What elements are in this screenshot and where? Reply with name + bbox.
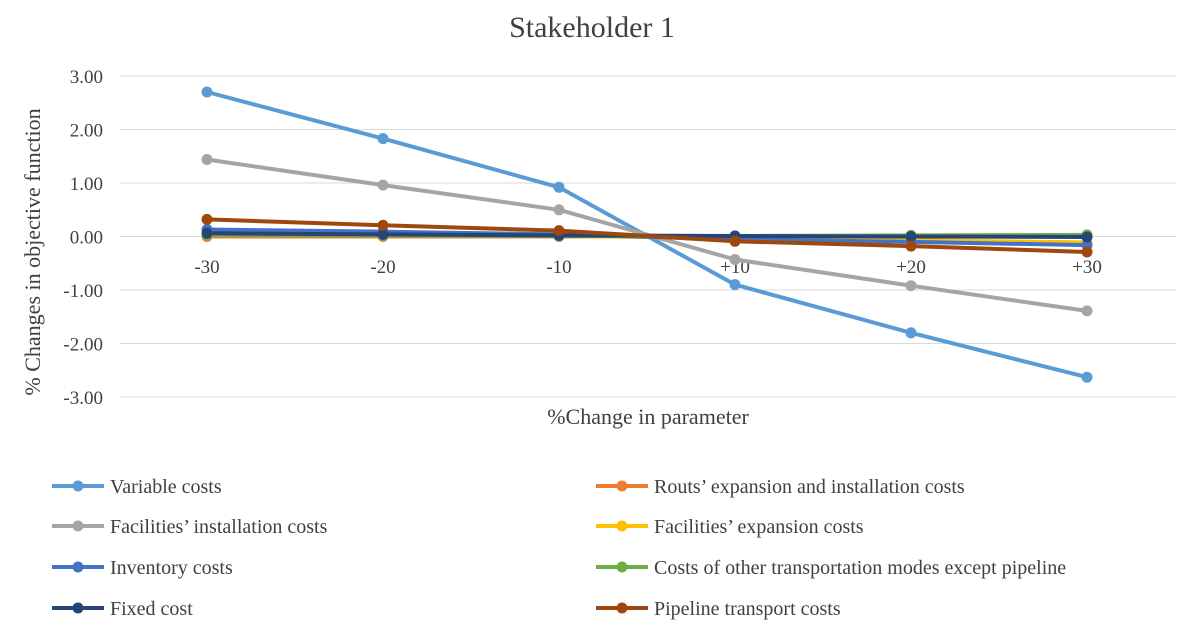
data-point bbox=[377, 179, 389, 191]
legend-label: Costs of other transportation modes exce… bbox=[654, 557, 1066, 579]
y-tick-label: 2.00 bbox=[70, 121, 103, 142]
legend-label: Fixed cost bbox=[110, 598, 193, 620]
x-tick-label: -30 bbox=[194, 257, 219, 278]
data-point bbox=[201, 213, 213, 225]
y-tick-label: 0.00 bbox=[70, 228, 103, 249]
data-point bbox=[553, 181, 565, 193]
data-point bbox=[201, 154, 213, 165]
legend-swatch-marker bbox=[72, 561, 84, 573]
legend-swatch-marker bbox=[616, 561, 628, 573]
data-point bbox=[729, 235, 741, 247]
legend-label: Facilities’ expansion costs bbox=[654, 516, 864, 538]
data-point bbox=[729, 279, 741, 291]
legend-label: Variable costs bbox=[110, 476, 222, 498]
data-point bbox=[201, 86, 213, 98]
data-point bbox=[553, 225, 565, 237]
legend-swatch-marker bbox=[72, 520, 84, 532]
legend-entry: Costs of other transportation modes exce… bbox=[596, 557, 1066, 579]
legend-entry: Facilities’ installation costs bbox=[52, 516, 328, 538]
legend-swatch-marker bbox=[616, 480, 628, 492]
x-tick-label: -20 bbox=[370, 257, 395, 278]
x-axis-label: %Change in parameter bbox=[547, 404, 749, 429]
x-tick-label: -10 bbox=[546, 257, 571, 278]
x-tick-label: +30 bbox=[1072, 257, 1102, 278]
y-tick-label: -1.00 bbox=[63, 281, 103, 302]
legend-label: Pipeline transport costs bbox=[654, 598, 841, 620]
series-7 bbox=[201, 213, 1093, 258]
legend-label: Facilities’ installation costs bbox=[110, 516, 328, 538]
legend-entry: Fixed cost bbox=[52, 598, 193, 620]
x-tick-label: +20 bbox=[896, 257, 926, 278]
legend-entry: Variable costs bbox=[52, 476, 222, 498]
series-line bbox=[206, 217, 1088, 254]
data-point bbox=[553, 204, 565, 216]
data-point bbox=[1081, 305, 1093, 317]
data-point bbox=[905, 231, 917, 242]
data-point bbox=[905, 240, 917, 252]
y-axis-label: % Changes in objective function bbox=[20, 108, 45, 395]
y-tick-label: 3.00 bbox=[70, 67, 103, 88]
legend-entry: Facilities’ expansion costs bbox=[596, 516, 864, 538]
legend-label: Routs’ expansion and installation costs bbox=[654, 476, 965, 498]
data-point bbox=[1081, 246, 1093, 258]
y-tick-label: -3.00 bbox=[63, 388, 103, 409]
data-point bbox=[377, 219, 389, 231]
legend-swatch-marker bbox=[616, 602, 628, 614]
data-point bbox=[377, 133, 389, 145]
data-point bbox=[1081, 231, 1093, 243]
data-point bbox=[377, 228, 389, 240]
y-tick-label: -2.00 bbox=[63, 335, 103, 356]
legend-swatch-marker bbox=[616, 520, 628, 532]
legend-entry: Routs’ expansion and installation costs bbox=[596, 476, 965, 498]
data-point bbox=[905, 280, 917, 292]
data-point bbox=[905, 327, 917, 339]
legend-swatch-marker bbox=[72, 602, 84, 614]
legend-entry: Pipeline transport costs bbox=[596, 598, 841, 620]
y-tick-label: 1.00 bbox=[70, 174, 103, 195]
legend-label: Inventory costs bbox=[110, 557, 233, 579]
legend-swatch-marker bbox=[72, 480, 84, 492]
legend-entry: Inventory costs bbox=[52, 557, 233, 579]
chart-title: Stakeholder 1 bbox=[509, 11, 675, 44]
data-point bbox=[1081, 371, 1093, 383]
data-point bbox=[201, 227, 213, 239]
data-point bbox=[729, 254, 741, 265]
